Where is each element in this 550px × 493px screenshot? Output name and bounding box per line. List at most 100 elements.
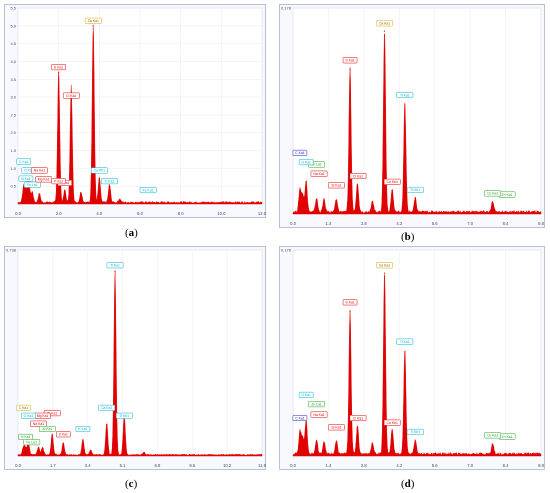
peak-label-text: P Ka1 — [54, 179, 63, 183]
peak-point — [391, 429, 393, 432]
caption-b: (b) — [401, 231, 414, 243]
peak-label-box — [349, 415, 367, 422]
peak-label-box — [328, 424, 345, 431]
peak-label: O Ka1 — [298, 159, 314, 166]
peak-label-text: Ca Ka1 — [379, 264, 390, 268]
peak-label: Na Ka1 — [30, 420, 47, 427]
peak-label: Na Ka1 — [310, 170, 328, 177]
peak-point — [37, 447, 40, 449]
peak-label-box — [292, 149, 308, 156]
peak-label: K Ka1 — [51, 64, 66, 71]
x-tick-label: 5.1 — [120, 463, 126, 468]
peak-label-text: Ca Ka1 — [101, 406, 112, 410]
peak-label-text: Mg Ka1 — [38, 178, 50, 182]
y-tick-label: 0.738 — [6, 248, 17, 253]
peak-label-box — [16, 158, 31, 165]
y-tick-label: 4.5 — [10, 41, 16, 46]
peak-label-box — [342, 299, 358, 306]
x-tick-label: 0.0 — [15, 463, 21, 468]
x-tick-label: 8.0 — [178, 211, 184, 216]
peak-point — [80, 192, 82, 194]
peak-label: Ca Ka1 — [376, 262, 393, 269]
peak-label: Mg Ka1 — [35, 176, 52, 183]
peak-label: Ti Kb1 — [406, 428, 424, 435]
peak-label-text: O Ka1 — [24, 169, 34, 173]
peak-label: C Ka1 — [16, 158, 31, 165]
y-tick-label: 0.178 — [281, 6, 292, 11]
peak-label: Ti Ka1 — [106, 262, 124, 269]
spectrum-area — [17, 25, 263, 205]
spectrum-area — [292, 274, 542, 457]
peak-label-box — [16, 404, 31, 411]
peak-label-box — [406, 186, 424, 193]
peak-label: N Ka1 — [18, 433, 33, 440]
x-tick-label: 10.0 — [217, 211, 226, 216]
peak-point — [106, 423, 108, 425]
x-tick-label: 4.0 — [96, 211, 102, 216]
peak-label-text: Ti Kb1 — [410, 430, 420, 434]
x-tick-label: 6.8 — [155, 463, 161, 468]
peak-label: N Ka1 — [18, 175, 34, 182]
x-tick-label: 1.7 — [50, 463, 56, 468]
peak-label-box — [349, 173, 367, 180]
peak-label-text: Na Ka1 — [33, 422, 44, 426]
peak-label-text: Si Ka1 — [47, 411, 57, 415]
panel-b: 0.0 1.4 2.8 4.2 5.6 7.0 8.4 9.8 0.178 Ca Ka1 S Ka1… — [279, 4, 545, 228]
spectrum-chart-a: 0.0 2.0 4.0 6.0 8.0 10.0 12.0 0.5 1.0 1.5 2.0 2.5 3.… — [4, 4, 266, 218]
peak-label: Ti Ka1 — [396, 92, 414, 99]
peak-label-text: K Ka1 — [54, 65, 63, 69]
x-tick-label: 9.8 — [538, 221, 544, 226]
peak-point — [371, 443, 373, 446]
peak-point — [305, 180, 307, 183]
peak-label-text: Al Ka1 — [42, 427, 52, 431]
spectrum-area — [17, 271, 263, 457]
peak-label-box — [98, 404, 116, 411]
x-tick-label: 8.5 — [189, 463, 195, 468]
peak-point — [335, 200, 337, 202]
x-tick-label: 5.6 — [432, 221, 438, 226]
x-tick-label: 2.8 — [361, 221, 367, 226]
peak-point — [323, 442, 325, 444]
peak-label-text: Ca Ka1 — [88, 19, 99, 23]
peak-label-text: Zn Ka1 — [502, 193, 513, 197]
peak-point — [349, 68, 351, 70]
caption-d: (d) — [401, 478, 414, 490]
peak-label: Zn Ka1 — [498, 191, 516, 198]
y-tick-label: 2.5 — [10, 112, 16, 117]
peak-point — [22, 447, 25, 449]
caption-b-letter: b — [404, 231, 411, 243]
peak-label-text: Ti Ka1 — [110, 263, 120, 267]
peak-label-text: Cl Ka1 — [66, 94, 76, 98]
peak-label-text: Ca Kb1 — [94, 169, 105, 173]
peak-label: Mg Ka1 — [34, 412, 51, 419]
peak-label-text: Ca Kb1 — [387, 421, 398, 425]
peak-label-box — [396, 338, 414, 345]
peak-label-box — [298, 159, 314, 166]
y-tick-label: 4.0 — [10, 59, 16, 64]
peak-label-text: Ca Ka1 — [379, 22, 390, 26]
y-tick-label: 3.0 — [10, 95, 16, 100]
peak-label: Ca Ka1 — [376, 20, 393, 27]
peak-label: Fe Ka1 — [139, 187, 157, 194]
y-tick-label: 5.5 — [10, 6, 16, 11]
peak-point — [323, 200, 325, 202]
peak-label: O Ka1 — [298, 391, 314, 398]
peak-label: Ca Ka1 — [84, 17, 102, 24]
peak-label: Cu Ka1 — [484, 190, 501, 197]
peak-point — [371, 201, 373, 204]
peak-label: Ti Ka1 — [101, 178, 118, 185]
peak-label: Ti Ka1 — [396, 338, 414, 345]
peak-label-box — [101, 178, 118, 185]
peak-label-text: C Ka1 — [19, 160, 29, 164]
x-tick-label: 0.0 — [290, 221, 296, 226]
peak-label: K Ka1 — [75, 425, 91, 432]
peak-point — [62, 443, 64, 445]
peak-label-box — [106, 262, 124, 269]
peak-label-box — [115, 412, 133, 419]
peak-point — [143, 452, 145, 454]
peak-point — [404, 103, 406, 105]
peak-point — [356, 426, 359, 428]
peak-label-text: Na Ka1 — [313, 172, 324, 176]
peak-label-text: Ti Kb1 — [119, 414, 129, 418]
caption-d-letter: d — [404, 478, 411, 490]
